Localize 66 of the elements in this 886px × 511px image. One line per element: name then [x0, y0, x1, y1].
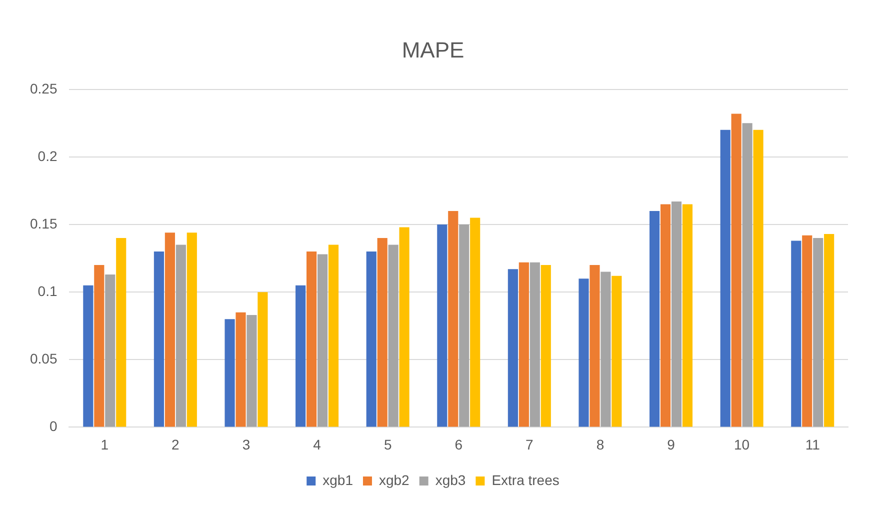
bar: [530, 262, 540, 427]
bar: [671, 202, 682, 427]
bar: [459, 224, 470, 427]
bar: [366, 252, 376, 427]
bar: [720, 130, 730, 427]
x-tick-label: 6: [454, 436, 463, 452]
y-tick-label: 0.2: [38, 148, 58, 164]
bar: [328, 244, 339, 427]
legend-label: xgb2: [378, 472, 410, 488]
bar: [83, 285, 94, 427]
bar: [186, 232, 197, 427]
chart-title: MAPE: [402, 37, 464, 62]
bar: [508, 269, 518, 427]
bar: [682, 204, 693, 427]
legend-label: Extra trees: [492, 472, 560, 488]
bar: [296, 285, 306, 427]
x-tick-label: 5: [384, 436, 392, 452]
legend-label: xgb1: [322, 472, 354, 488]
bar: [791, 240, 802, 427]
bar: [399, 227, 410, 427]
bar: [448, 211, 458, 427]
bar: [518, 262, 529, 427]
bar: [176, 244, 186, 427]
bar: [590, 265, 600, 427]
bar: [731, 114, 742, 427]
bar: [224, 319, 235, 427]
bar: [306, 252, 317, 427]
legend-label: xgb3: [435, 472, 466, 488]
y-tick-label: 0: [49, 418, 58, 434]
y-tick-label: 0.1: [38, 282, 58, 299]
bar: [258, 292, 268, 427]
bar: [164, 232, 176, 427]
bar: [388, 244, 398, 427]
bar: [470, 218, 480, 427]
bar: [600, 272, 611, 427]
bar: [94, 265, 104, 427]
x-tick-label: 11: [805, 436, 820, 452]
x-tick-label: 4: [313, 436, 322, 452]
bar: [236, 312, 246, 427]
bar: [154, 252, 164, 427]
y-tick-label: 0.05: [30, 350, 58, 366]
x-tick-label: 7: [526, 436, 534, 452]
y-tick-label: 0.15: [30, 215, 58, 232]
bar: [437, 224, 448, 427]
bar: [742, 123, 752, 427]
bar: [246, 315, 257, 427]
bar: [753, 130, 764, 427]
bar: [540, 265, 551, 427]
bar: [578, 278, 589, 427]
bar: [105, 274, 116, 427]
bar: [660, 204, 671, 427]
bar: [650, 211, 660, 427]
x-tick-label: 3: [242, 436, 250, 452]
x-tick-label: 1: [100, 436, 109, 452]
bar: [824, 234, 834, 427]
x-tick-label: 10: [734, 436, 750, 452]
x-tick-label: 9: [667, 436, 676, 452]
bar: [116, 238, 126, 427]
x-tick-label: 8: [596, 436, 604, 452]
bar: [317, 254, 328, 427]
bar: [612, 276, 622, 427]
x-tick-label: 2: [172, 436, 180, 452]
bar: [377, 238, 388, 427]
y-tick-label: 0.25: [30, 80, 58, 96]
bar: [802, 235, 812, 427]
bar: [813, 238, 824, 427]
